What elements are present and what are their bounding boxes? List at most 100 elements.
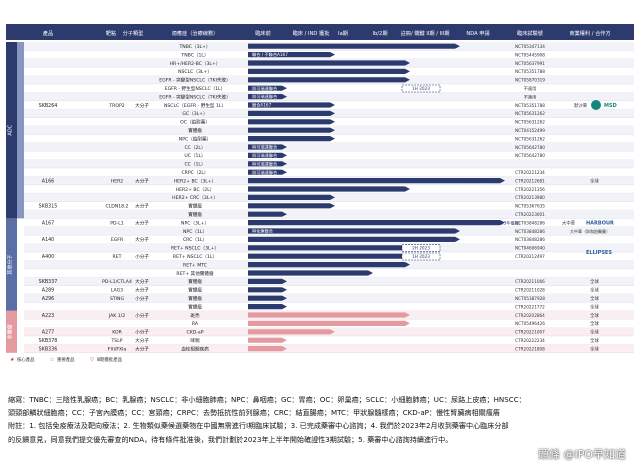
indication: 斑禿: [190, 312, 200, 319]
ctr-number: 不適用: [524, 85, 537, 92]
target-name: HER2: [111, 178, 124, 184]
stage-bar: [248, 136, 335, 142]
ctr-number: CTR20213980: [515, 195, 545, 200]
harbour-rights-note: 大中華（與和鉑醫藥）: [570, 228, 610, 234]
product-name: A289: [42, 288, 54, 294]
molecule-type: 小分子: [135, 329, 149, 336]
stage-bar: [248, 253, 410, 259]
stage-bar: [248, 245, 410, 251]
ctr-number: NCT04152499: [515, 128, 545, 133]
legend-star-label: 核心產品: [17, 356, 35, 363]
stage-bar: [248, 77, 410, 83]
row-bg: [24, 344, 634, 353]
ctr-number: NCT05351788: [515, 69, 545, 74]
indication: EGFR - 突變型NSCLC（TKI失敗）: [159, 77, 231, 84]
product-name: SKB337: [39, 279, 58, 285]
molecule-type: 小分子: [135, 312, 149, 319]
indication: EGFR - 野生型NSCLC（1L）: [165, 85, 226, 92]
product-name: A140: [42, 237, 54, 243]
ctr-number: NCT05631262: [515, 136, 545, 141]
row-rights: 全球: [590, 278, 599, 285]
footnotes: 縮寫：TNBC：三陰性乳腺癌；BC：乳腺癌；NSCLC：非小細胞肺癌；NPC：鼻…: [8, 393, 634, 446]
a400-timing-2: 1H 2023: [412, 254, 430, 259]
indication: OC（鉑耐藥）: [180, 119, 210, 126]
row-bg: [24, 92, 634, 101]
stage-bar: [248, 287, 287, 293]
stage-bar: [248, 337, 287, 343]
row-rights: 全球: [590, 345, 599, 352]
indication: TNBC（1L）: [180, 52, 208, 58]
indication: 血栓相關疾病: [181, 345, 209, 352]
indication: EGFR - 突變型NSCLC（TKI失敗）: [159, 93, 231, 100]
stage-bar: [248, 68, 410, 74]
ctr-number: CTR20221007: [515, 330, 545, 335]
indication: NSCLC（EGFR - 野生型 1L）: [164, 102, 226, 109]
indication: RET+ NSCLC（1L）: [173, 254, 217, 260]
ctr-number: CTR20223001: [515, 212, 545, 217]
msd-logo-text: MSD: [604, 103, 617, 109]
indication: HR+/HER2-BC（3L+）: [170, 61, 221, 67]
stage-bar: [248, 102, 335, 108]
indication: 實體瘤: [188, 127, 202, 134]
product-name: SKB315: [39, 204, 58, 210]
group-label-0: ADC: [8, 124, 14, 135]
stage-bar: [248, 110, 335, 116]
product-name: SKB378: [39, 338, 58, 344]
stage-bar: [248, 127, 335, 133]
product-name: A167: [42, 220, 54, 226]
skb264-partner: 默沙東: [574, 102, 588, 109]
indication: 實體瘤: [188, 303, 202, 310]
target-name: KOR: [112, 330, 122, 336]
ctr-number: CTR20221772: [515, 304, 545, 309]
msd-logo-icon: [591, 100, 601, 110]
target-name: LAG3: [111, 288, 123, 294]
indication: CC（2L）: [184, 145, 205, 151]
ctr-number: NCT05367635: [515, 204, 545, 209]
indication: 實體瘤: [188, 211, 202, 218]
target-name: FXI/FXIa: [108, 346, 127, 352]
product-name: A277: [42, 330, 54, 336]
ctr-number: CTR20221808: [515, 346, 545, 351]
group-band-1: [6, 218, 17, 311]
ctr-number: NCT05496426: [515, 321, 545, 326]
ctr-number: NCT05870319: [515, 78, 545, 83]
stage-bar: [248, 94, 287, 100]
group-band-0: [6, 42, 17, 219]
target-name: JAK 1/2: [108, 313, 125, 319]
molecule-type: 大分子: [135, 278, 149, 285]
row-bg: [24, 294, 634, 303]
skb264-timing: 1H 2023: [412, 86, 430, 91]
a166-rights: 全球: [590, 177, 599, 184]
stage-bar: [248, 85, 287, 91]
stage-bar: [248, 152, 287, 158]
product-name: A296: [42, 296, 54, 302]
product-name: SKB336: [39, 346, 58, 352]
row-bg: [24, 210, 634, 219]
indication: 實體瘤: [188, 295, 202, 302]
target-name: STING: [110, 296, 125, 302]
header-cell-8: 註冊/ 關鍵 II期 / III期: [401, 29, 450, 37]
stage-bar: [248, 278, 287, 284]
stage-bar: [248, 169, 287, 175]
header-cell-3: 適應症（治療線數）: [172, 29, 219, 37]
stage-bar: [248, 119, 335, 125]
bar-note: 與化療聯合: [252, 228, 274, 235]
indication: 實體瘤: [188, 203, 202, 210]
bar-note: 聯合A167: [252, 102, 272, 109]
bar-note: 與可瑞達聯合: [252, 160, 278, 167]
stage-bar: [248, 144, 287, 150]
ctr-number: NCT05387928: [515, 296, 545, 301]
stage-bar: [248, 211, 287, 217]
stage-bar: [248, 60, 410, 66]
header-band: [6, 24, 634, 40]
ellipses-logo-text: ELLIPSES: [586, 250, 612, 256]
stage-bar: [248, 161, 287, 167]
molecule-type: 小分子: [135, 253, 149, 260]
ctr-number: NCT05347134: [515, 44, 545, 49]
bar-note: 與可瑞達聯合: [252, 85, 278, 92]
ctr-number: NCT03848286: [515, 229, 545, 234]
header-cell-10: 臨床試驗號: [517, 29, 544, 37]
target-name: PD-L1: [110, 220, 124, 226]
a167-nda-note: 已遞交 NDA（預計2023年獲批）: [460, 219, 523, 226]
indication: GC（3L+）: [182, 111, 207, 117]
